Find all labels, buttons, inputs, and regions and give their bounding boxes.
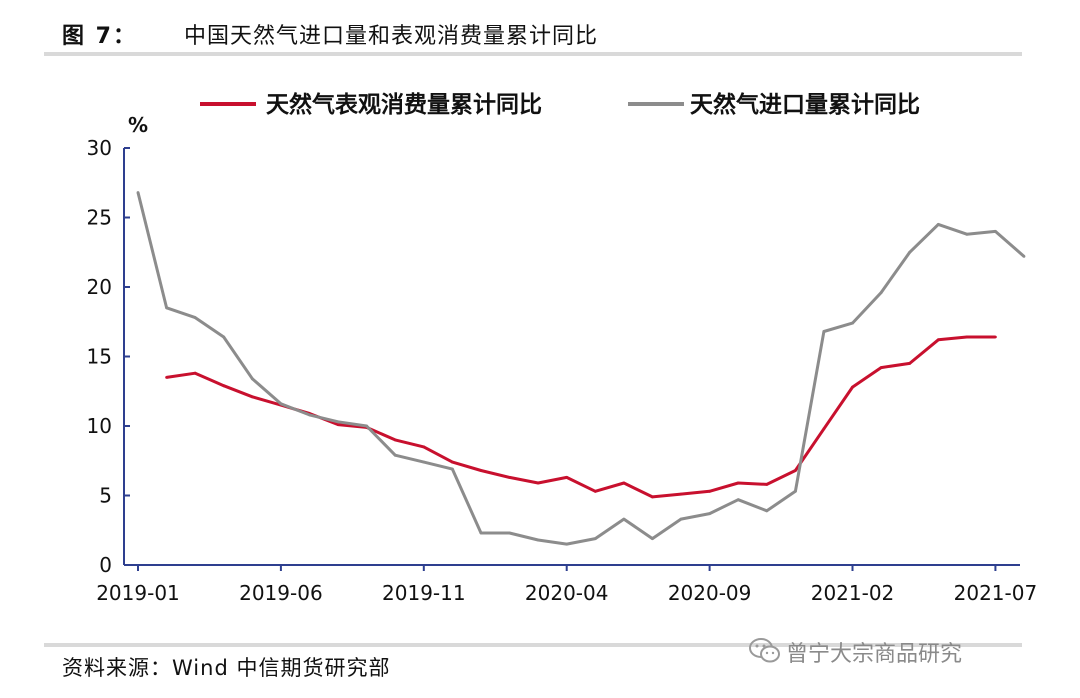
axes: 0 5 10 15 20 25 30 2019-01 2019-06 2019-11 2020-04…	[87, 136, 1038, 605]
data-point	[508, 531, 511, 535]
data-point	[365, 424, 368, 428]
data-point	[1022, 255, 1026, 258]
data-point	[250, 395, 254, 399]
data-point	[451, 460, 454, 464]
y-tick-label: 25	[87, 206, 112, 230]
data-point	[908, 250, 912, 254]
data-point	[936, 338, 940, 342]
legend-label-2: 天然气进口量累计同比	[690, 91, 920, 118]
x-tick-label: 2019-06	[239, 581, 323, 605]
x-tick-label: 2020-04	[525, 581, 609, 605]
y-tick-label: 5	[99, 484, 112, 508]
data-point	[593, 489, 597, 493]
data-point	[965, 335, 969, 339]
header-divider	[44, 52, 1022, 56]
line-chart: 天然气表观消费量累计同比 天然气进口量累计同比 % 0 5 10 15 20 25 30 201…	[87, 91, 1038, 605]
data-point	[308, 413, 311, 417]
data-point	[765, 483, 769, 486]
data-point	[622, 517, 626, 521]
series-group	[136, 191, 1026, 546]
data-point	[794, 489, 797, 493]
figure-header: 图 7： 中国天然气进口量和表观消费量累计同比	[62, 14, 1022, 54]
data-point	[936, 223, 940, 226]
data-point	[765, 509, 769, 513]
data-point	[651, 495, 654, 499]
data-point	[965, 232, 969, 236]
data-point	[822, 330, 826, 333]
data-point	[994, 230, 997, 233]
x-tick-label: 2020-09	[668, 581, 752, 605]
y-axis-label: %	[128, 113, 148, 137]
data-point	[879, 366, 883, 369]
data-point	[508, 476, 511, 479]
footer-divider	[44, 643, 1022, 647]
data-point	[736, 481, 740, 485]
legend-label-1: 天然气表观消费量累计同比	[266, 91, 542, 118]
data-point	[565, 476, 569, 479]
data-point	[422, 460, 426, 464]
y-tick-label: 10	[87, 414, 112, 438]
data-point	[536, 481, 540, 485]
data-point	[193, 371, 197, 375]
data-point	[193, 316, 197, 319]
data-point	[879, 291, 883, 294]
data-point	[479, 469, 483, 472]
figure-title: 中国天然气进口量和表观消费量累计同比	[184, 24, 599, 49]
data-point	[851, 385, 854, 389]
watermark: 曾宁大宗商品研究	[786, 642, 963, 667]
data-point	[165, 306, 169, 310]
data-point	[393, 438, 397, 442]
x-tick-label: 2019-11	[382, 581, 466, 605]
data-point	[279, 402, 283, 406]
data-point	[250, 377, 254, 381]
data-point	[736, 498, 740, 502]
data-point	[794, 469, 797, 472]
data-point	[222, 335, 226, 339]
data-point	[165, 376, 169, 379]
data-point	[593, 537, 597, 540]
y-tick-label: 15	[87, 345, 112, 369]
series-line-2	[136, 192, 1025, 546]
data-point	[536, 538, 540, 542]
wechat-icon	[749, 638, 780, 663]
data-point	[622, 481, 626, 485]
source-note: 资料来源：Wind 中信期货研究部	[62, 656, 391, 680]
data-point	[451, 467, 454, 471]
y-tick-label: 20	[87, 275, 112, 299]
data-point	[822, 427, 826, 431]
data-point	[222, 384, 226, 388]
data-point	[708, 512, 711, 515]
legend: 天然气表观消费量累计同比 天然气进口量累计同比	[200, 91, 920, 118]
data-point	[851, 321, 854, 325]
data-point	[679, 492, 683, 496]
data-point	[679, 517, 683, 521]
data-point	[422, 445, 426, 449]
series-line-1	[166, 335, 996, 499]
data-point	[908, 362, 912, 365]
data-point	[565, 542, 569, 546]
data-point	[336, 420, 340, 424]
data-point	[651, 537, 654, 540]
data-point	[393, 453, 397, 457]
figure-number: 图 7：	[62, 24, 137, 49]
data-point	[479, 531, 483, 535]
data-point	[136, 191, 140, 194]
x-tick-label: 2019-01	[96, 581, 180, 605]
y-tick-label: 30	[87, 136, 112, 160]
x-tick-label: 2021-02	[811, 581, 895, 605]
data-point	[336, 423, 340, 426]
x-tick-label: 2021-07	[954, 581, 1038, 605]
data-point	[994, 335, 997, 339]
y-tick-label: 0	[99, 553, 112, 577]
data-point	[708, 489, 711, 493]
